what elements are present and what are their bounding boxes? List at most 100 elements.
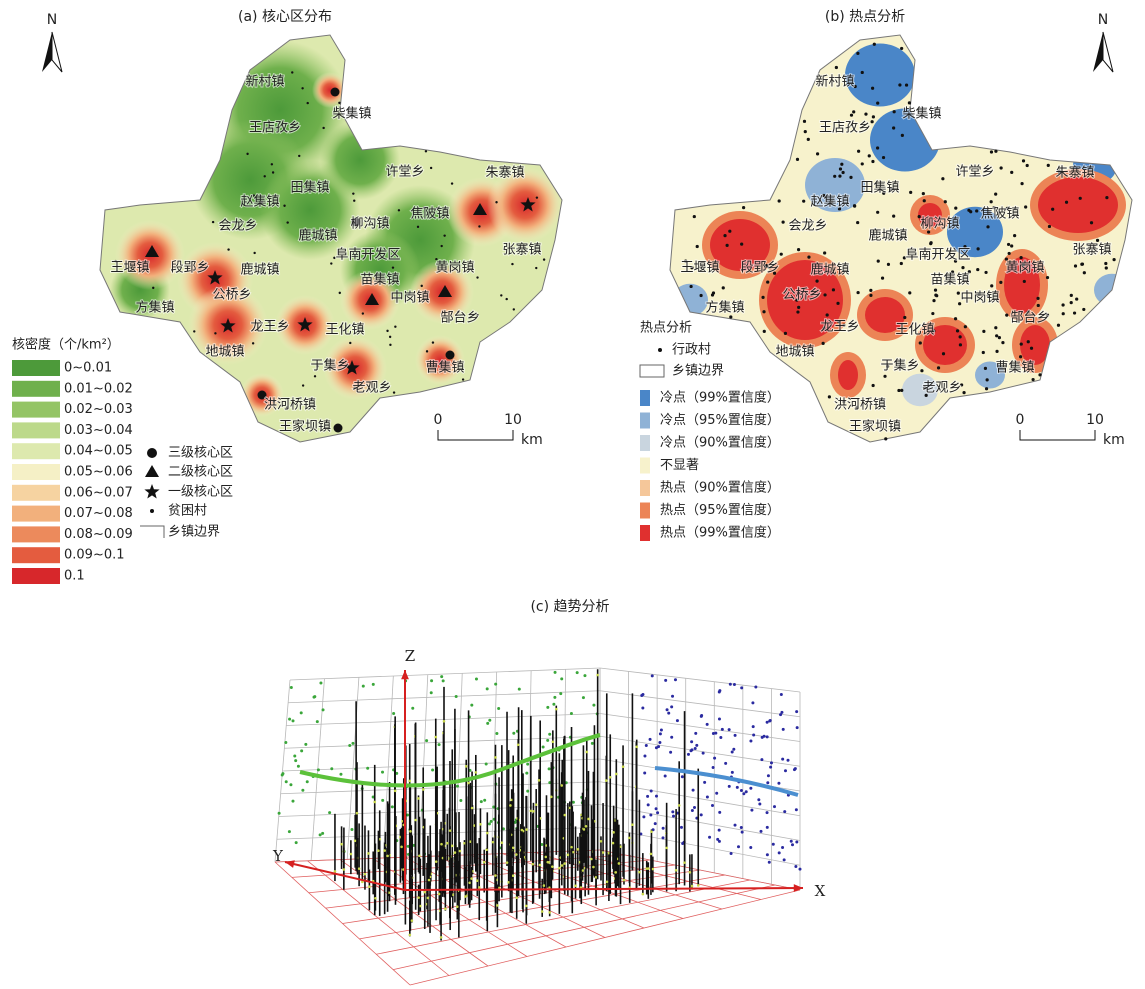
- village-dot: [1005, 314, 1008, 317]
- village-dot: [330, 262, 332, 264]
- village-dot: [833, 175, 836, 178]
- legend-symbol: [640, 365, 664, 377]
- village-dot: [840, 163, 843, 166]
- sample-top: [585, 751, 588, 754]
- village-dot: [797, 248, 800, 251]
- village-dot: [873, 43, 876, 46]
- projection-point: [640, 694, 643, 697]
- village-dot: [766, 280, 769, 283]
- town-label: 龙王乡: [250, 320, 289, 335]
- legend-swatch: [640, 480, 650, 496]
- village-dot: [839, 167, 842, 170]
- projection-point: [692, 789, 695, 792]
- legend-label: 冷点（90%置信度）: [660, 435, 780, 451]
- projection-point: [381, 771, 384, 774]
- projection-point: [670, 705, 673, 708]
- sample-top: [422, 788, 425, 791]
- village-dot: [780, 253, 783, 256]
- village-dot: [301, 87, 303, 89]
- village-dot: [796, 158, 799, 161]
- village-dot: [959, 335, 962, 338]
- legend-swatch: [12, 506, 60, 522]
- sample-top: [683, 861, 686, 864]
- village-dot: [984, 271, 987, 274]
- village-dot: [898, 83, 901, 86]
- sample-top: [650, 853, 653, 856]
- legend-swatch: [12, 402, 60, 418]
- projection-point: [655, 795, 658, 798]
- projection-point: [703, 781, 706, 784]
- legend-label: 行政村: [672, 343, 711, 358]
- legend-symbol: [147, 448, 157, 458]
- projection-point: [288, 830, 291, 833]
- village-dot: [1037, 304, 1040, 307]
- projection-point: [728, 728, 731, 731]
- projection-point: [721, 728, 724, 731]
- village-dot: [1112, 258, 1115, 261]
- legend-symbol: [150, 509, 154, 513]
- village-dot: [729, 315, 732, 318]
- town-label: 地城镇: [205, 345, 244, 360]
- grid-line: [290, 668, 600, 680]
- projection-point: [643, 754, 646, 757]
- village-dot: [986, 378, 989, 381]
- projection-point: [760, 830, 763, 833]
- village-dot: [1046, 276, 1049, 279]
- town-label: 黄岗镇: [435, 261, 474, 276]
- town-label: 龙王乡: [820, 320, 859, 335]
- village-dot: [856, 52, 859, 55]
- town-label: 曹集镇: [995, 360, 1034, 376]
- projection-point: [655, 807, 658, 810]
- projection-point: [773, 805, 776, 808]
- village-dot: [283, 205, 285, 207]
- village-dot: [1030, 347, 1033, 350]
- sample-top: [377, 849, 380, 852]
- village-dot: [804, 130, 807, 133]
- legend-label: 冷点（99%置信度）: [660, 390, 780, 406]
- sample-top: [650, 830, 653, 833]
- projection-point: [731, 750, 734, 753]
- village-dot: [193, 330, 195, 332]
- village-dot: [763, 330, 766, 333]
- projection-point: [706, 723, 709, 726]
- village-dot: [876, 146, 879, 149]
- projection-point: [647, 803, 650, 806]
- projection-point: [330, 767, 333, 770]
- village-dot: [272, 171, 274, 173]
- village-dot: [389, 344, 391, 346]
- village-dot: [990, 200, 993, 203]
- sample-top: [449, 829, 452, 832]
- village-dot: [393, 391, 395, 393]
- projection-point: [657, 745, 660, 748]
- projection-point: [542, 745, 545, 748]
- projection-point: [483, 799, 486, 802]
- sample-top: [485, 848, 488, 851]
- sample-top: [443, 720, 446, 723]
- town-label: 王堰镇: [110, 261, 149, 276]
- village-dot: [937, 366, 940, 369]
- projection-point: [791, 843, 794, 846]
- town-label: 柳沟镇: [920, 217, 959, 232]
- town-label: 郜台乡: [440, 311, 479, 326]
- village-dot: [536, 196, 538, 198]
- sample-top: [512, 874, 515, 877]
- projection-point: [304, 743, 307, 746]
- town-label: 焦陂镇: [410, 206, 449, 222]
- village-dot: [923, 199, 926, 202]
- legend-label: 0.04~0.05: [64, 444, 133, 459]
- projection-point: [285, 780, 288, 783]
- sample-top: [581, 869, 584, 872]
- projection-point: [649, 813, 652, 816]
- scale-bar: [1020, 430, 1095, 440]
- village-dot: [998, 336, 1001, 339]
- projection-point: [778, 851, 781, 854]
- legend-swatch: [12, 485, 60, 501]
- projection-point: [794, 865, 797, 868]
- projection-point: [691, 809, 694, 812]
- village-dot: [1083, 271, 1086, 274]
- projection-point: [425, 739, 428, 742]
- legend-label: 三级核心区: [168, 446, 233, 461]
- town-label: 曹集镇: [425, 360, 464, 376]
- sample-top: [563, 862, 566, 865]
- projection-point: [706, 795, 709, 798]
